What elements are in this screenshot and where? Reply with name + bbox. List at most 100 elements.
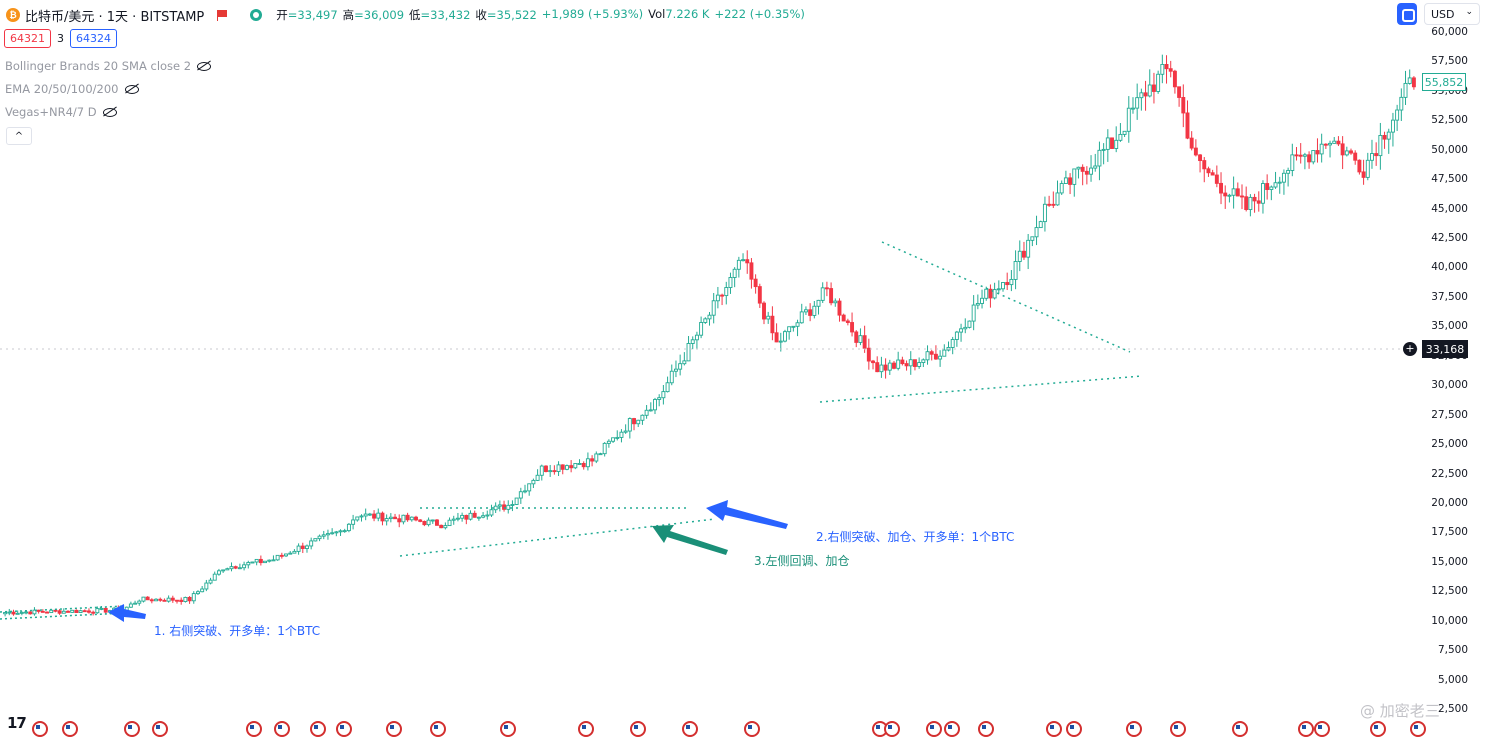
candle-down [1244,196,1249,210]
sell-button[interactable]: 64321 [4,29,51,48]
candle-down [1298,154,1303,157]
us-flag-canton [1174,725,1178,729]
candle-up [1286,170,1291,174]
candle-up [388,516,393,520]
candle-down [1022,250,1026,258]
collapse-indicators-button[interactable]: ^ [6,127,32,145]
candle-down [1206,168,1211,174]
candle-up [128,603,133,608]
candle-down [40,610,45,613]
candle-down [720,294,725,297]
candle-up [1101,148,1106,151]
triangle-upper [881,241,1131,353]
us-flag-canton [1302,725,1306,729]
candle-up [942,349,947,357]
candle-down [405,514,410,521]
candle-up [1156,73,1161,92]
candle-down [749,262,754,280]
price-tick-label: 20,000 [1431,496,1468,509]
candle-down [1336,140,1341,145]
chart-style-button[interactable] [1397,3,1417,25]
candle-up [3,612,8,615]
candle-up [191,593,196,602]
candle-up [594,453,599,462]
annotation-2: 2.右侧突破、加仓、开多单：1个BTC [816,530,1015,544]
candle-up [271,559,276,562]
us-flag-canton [686,725,690,729]
watermark: @ 加密老三 [1360,702,1440,720]
price-tick-label: 15,000 [1431,555,1468,568]
candle-down [1080,166,1085,172]
candle-up [1160,64,1165,75]
candle-up [376,512,381,519]
candle-up [602,442,607,455]
indicator-vegas[interactable]: Vegas+NR4/7 D [5,105,117,119]
candle-down [929,351,934,355]
candle-down [1315,150,1320,155]
candle-down [1185,112,1190,139]
candle-up [32,609,37,615]
tradingview-logo-icon[interactable]: 17 [7,714,27,732]
candle-up [963,326,968,330]
annotation-3: 3.左侧回调、加仓 [754,554,850,568]
candle-down [45,611,49,614]
candle-up [24,611,29,614]
candle-down [53,609,58,612]
candle-up [1311,150,1316,163]
price-tick-label: 7,500 [1437,644,1468,657]
flag-icon[interactable] [216,9,228,21]
candle-up [200,588,205,593]
eye-hidden-icon[interactable] [124,84,139,94]
candle-up [367,513,372,516]
candle-up [141,596,146,602]
candle-down [472,512,477,518]
candle-up [908,359,913,367]
candle-down [1198,154,1203,162]
candle-down [1189,137,1194,149]
candle-down [233,566,238,569]
candle-down [502,504,507,510]
candle-up [1378,135,1383,157]
candle-up [267,559,272,562]
candle-up [611,437,616,442]
candle-up [766,315,771,320]
candle-down [1219,182,1223,194]
price-tick-label: 60,000 [1431,26,1468,38]
eye-hidden-icon[interactable] [197,61,212,71]
us-flag-canton [1070,725,1074,729]
candle-up [820,287,825,301]
buy-button[interactable]: 64324 [70,29,117,48]
plus-icon[interactable]: + [1403,342,1417,356]
order-panel: 64321 3 64324 [4,29,117,48]
price-tick-label: 52,500 [1431,114,1468,127]
candle-up [325,533,330,536]
price-scale[interactable]: 60,00057,50055,00052,50050,00047,50045,0… [1418,26,1490,728]
candle-up [694,334,699,341]
candle-up [1126,107,1131,132]
candle-down [414,516,418,521]
candle-down [745,259,750,264]
candle-up [1093,165,1098,169]
market-status-icon[interactable] [250,9,263,21]
us-flag-canton [1236,725,1240,729]
candle-up [447,519,452,527]
symbol-title[interactable]: 比特币/美元 · 1天 · BITSTAMP [25,9,205,25]
candle-down [1168,68,1173,72]
us-flag-canton [948,725,952,729]
candle-down [57,610,62,614]
candle-up [1281,172,1286,183]
candle-up [619,431,624,438]
candle-up [1227,194,1232,197]
candle-down [1047,203,1052,206]
price-tick-label: 47,500 [1431,173,1468,186]
eye-hidden-icon[interactable] [102,107,117,117]
candle-up [1042,203,1047,223]
candle-down [74,609,79,613]
currency-select[interactable]: USD ⌄ [1424,3,1480,25]
candle-up [715,294,720,302]
price-tick-label: 2,500 [1437,703,1468,715]
indicator-bollinger[interactable]: Bollinger Brands 20 SMA close 2 [5,59,212,73]
candle-up [401,514,406,523]
indicator-ema[interactable]: EMA 20/50/100/200 [5,82,139,96]
